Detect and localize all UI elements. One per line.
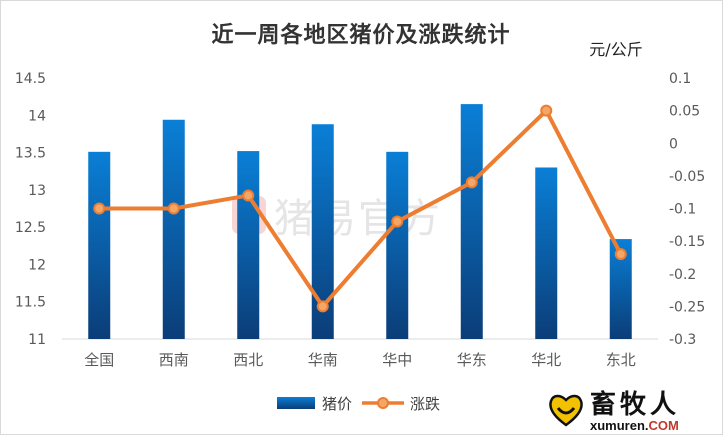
line-point-7 (614, 248, 627, 261)
y-right-tick-4: -0.1 (669, 202, 696, 218)
y-right-tick-0: 0.1 (669, 71, 691, 87)
y-left-tick-6: 11.5 (15, 295, 46, 311)
site-logo: 畜牧人 xumuren.COM (548, 391, 680, 433)
y-left-tick-4: 12.5 (15, 220, 46, 236)
logo-en-text: xumuren.COM (590, 419, 680, 433)
logo-cn-text: 畜牧人 (590, 390, 681, 420)
series-line-zhangdie (99, 108, 623, 309)
y-right-tick-5: -0.15 (669, 234, 705, 250)
y2-unit-label: 元/公斤 (589, 40, 642, 59)
logo-en-tld: COM (648, 418, 679, 433)
bar-2 (237, 151, 260, 339)
x-tick-5: 华东 (457, 351, 487, 369)
y-left-tick-5: 12 (28, 257, 46, 273)
x-tick-6: 华北 (531, 351, 561, 369)
x-tick-1: 西南 (159, 351, 189, 369)
line-point-2 (242, 189, 255, 202)
y-right-tick-8: -0.3 (669, 332, 696, 348)
bar-5 (460, 104, 483, 339)
bar-0 (88, 151, 111, 339)
y-left-tick-3: 13 (28, 183, 46, 199)
legend-swatch-marker (377, 397, 389, 409)
bar-7 (609, 239, 632, 339)
y-left-tick-1: 14 (28, 108, 46, 124)
bar-3 (311, 124, 334, 339)
y-right-tick-1: 0.05 (669, 104, 700, 120)
y-left-tick-2: 13.5 (15, 146, 46, 162)
bar-6 (535, 167, 558, 339)
chart-title: 近一周各地区猪价及涨跌统计 (211, 22, 510, 48)
x-tick-2: 西北 (233, 351, 263, 369)
y-right-tick-6: -0.2 (669, 267, 696, 283)
line-point-6 (540, 104, 553, 117)
line-point-0 (93, 202, 106, 215)
line-point-3 (316, 300, 329, 313)
line-point-4 (391, 215, 404, 228)
watermark-text: 猪易官方 (274, 196, 442, 242)
x-tick-0: 全国 (84, 351, 114, 369)
line-point-5 (465, 176, 478, 189)
logo-en-main: xumuren. (590, 418, 649, 433)
heart-logo-icon (549, 394, 583, 427)
y-right-tick-2: 0 (669, 136, 678, 152)
y-right-tick-3: -0.05 (669, 169, 705, 185)
legend-label-line: 涨跌 (410, 395, 440, 413)
y-left-tick-7: 11 (28, 332, 46, 348)
bar-1 (162, 119, 185, 339)
y-right-tick-7: -0.25 (669, 299, 705, 315)
bar-4 (386, 151, 409, 339)
x-tick-4: 华中 (382, 351, 412, 369)
legend-swatch-bar (277, 397, 315, 409)
line-point-1 (167, 202, 180, 215)
legend-label-bar: 猪价 (322, 395, 352, 413)
x-tick-3: 华南 (308, 351, 338, 369)
legend: 猪价 涨跌 (277, 395, 440, 413)
y-left-tick-0: 14.5 (15, 71, 46, 87)
x-tick-7: 东北 (606, 351, 636, 369)
